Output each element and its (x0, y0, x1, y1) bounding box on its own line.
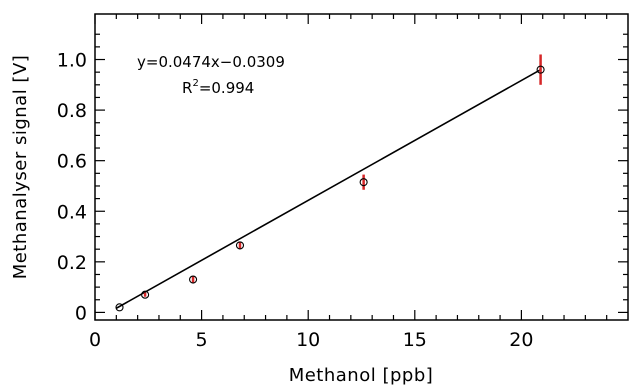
r-squared-exponent: 2 (192, 78, 198, 89)
points-layer (115, 54, 545, 312)
plot-frame (94, 13, 629, 321)
r-squared-value: =0.994 (199, 79, 255, 97)
data-point (189, 275, 198, 284)
x-tick-label: 5 (196, 329, 208, 351)
y-tick-label: 0.2 (57, 252, 87, 274)
data-point (536, 65, 545, 74)
data-point (235, 241, 245, 250)
x-tick-label: 0 (89, 329, 101, 351)
r-squared-annotation: R2=0.994 (182, 78, 254, 97)
x-axis-title: Methanol [ppb] (289, 365, 434, 386)
x-ticks: 0 5 10 15 20 (89, 14, 608, 351)
data-point (115, 303, 124, 312)
x-tick-label: 20 (509, 329, 533, 351)
data-point (141, 290, 150, 299)
fit-line (115, 68, 541, 309)
y-tick-label: 0 (75, 302, 87, 324)
y-axis-title: Methanalyser signal [V] (10, 55, 31, 280)
x-tick-label: 15 (403, 329, 427, 351)
equation-annotation: y=0.0474x−0.0309 (137, 53, 285, 71)
y-tick-label: 0.8 (57, 100, 87, 122)
fit-layer (115, 68, 541, 309)
data-point (359, 178, 368, 187)
r-squared-prefix: R (182, 79, 192, 97)
y-ticks: 0 0.2 0.4 0.6 0.8 1.0 (57, 33, 628, 324)
x-tick-label: 10 (296, 329, 320, 351)
y-tick-label: 1.0 (57, 50, 87, 72)
y-tick-label: 0.4 (57, 201, 87, 223)
y-tick-label: 0.6 (57, 151, 87, 173)
